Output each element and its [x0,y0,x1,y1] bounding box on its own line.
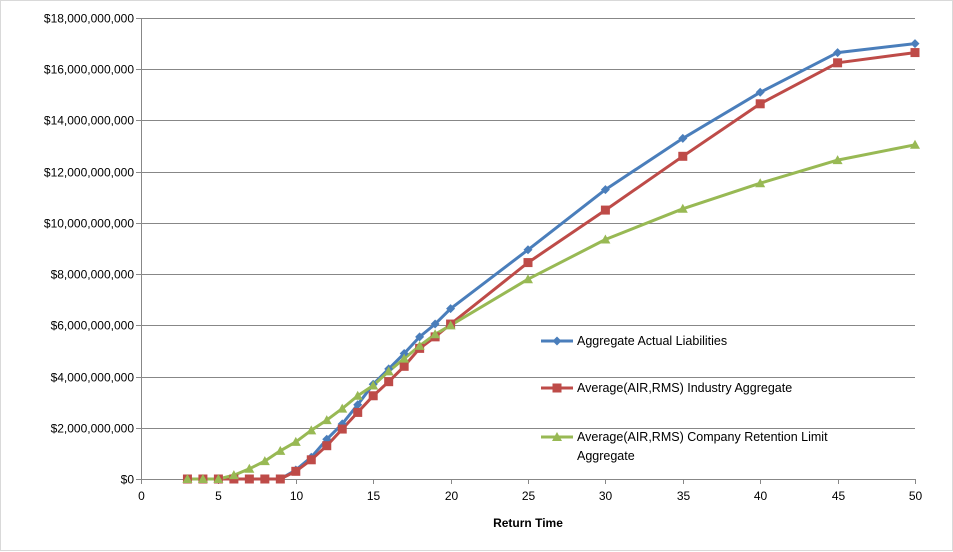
square-point [244,474,254,484]
triangle-point [383,366,394,376]
square-point [384,377,394,387]
square-point [368,391,378,401]
legend-diamond-marker [552,336,562,346]
y-tick-label: $16,000,000,000 [44,63,134,77]
square-point [678,151,688,161]
square-point [322,441,332,451]
legend: Aggregate Actual Liabilities Average(AIR… [541,334,828,463]
x-tick-label: 5 [215,489,222,503]
triangle-point [352,390,363,400]
tick-labels: $0 $2,000,000,000 $4,000,000,000 $6,000,000… [44,12,923,504]
triangle-point [228,470,239,480]
x-tick-label: 20 [445,489,459,503]
x-tick-label: 0 [138,489,145,503]
x-axis-title: Return Time [493,516,563,530]
diamond-point [415,332,425,342]
square-point [337,424,347,434]
square-point [260,474,270,484]
triangle-point [213,474,224,483]
legend-triangle-marker [552,432,562,441]
diamond-point [523,245,533,255]
diamond-point [399,349,409,359]
series-line-1 [187,42,916,481]
triangle-point [832,155,843,165]
diamond-point [833,48,843,58]
legend-square-marker [552,383,562,393]
diamond-point [446,304,456,314]
triangle-point [755,178,766,188]
triangle-point [275,445,286,455]
triangle-point [306,425,317,435]
triangle-point [677,203,688,213]
x-tick-label: 30 [599,489,613,503]
diamond-point [910,39,920,49]
x-tick-label: 10 [290,489,304,503]
triangle-point [368,380,379,390]
square-point [833,58,843,68]
y-tick-label: $6,000,000,000 [51,319,135,333]
x-tick-label: 15 [367,489,381,503]
triangle-point [259,456,270,466]
triangle-point [290,436,301,446]
legend-item-industry-aggregate: Average(AIR,RMS) Industry Aggregate [541,381,792,395]
square-point [291,466,301,476]
y-tick-label: $12,000,000,000 [44,166,134,180]
x-tick-label: 40 [754,489,768,503]
legend-item-retention-limit: Average(AIR,RMS) Company Retention Limit… [541,430,828,463]
diamond-point [755,87,765,97]
diamond-point [678,133,688,143]
y-tick-label: $2,000,000,000 [51,422,135,436]
diamond-point [353,400,363,410]
triangle-point [430,329,441,339]
x-tick-label: 45 [832,489,846,503]
diamond-point [430,319,440,329]
diamond-point [600,185,610,195]
triangle-point [414,340,425,350]
y-tick-label: $10,000,000,000 [44,217,134,231]
y-tick-label: $14,000,000,000 [44,114,134,128]
triangle-point [321,415,332,425]
y-tick-label: $18,000,000,000 [44,12,134,26]
triangle-point [197,474,208,483]
legend-label-continued: Aggregate [577,449,635,463]
square-point [399,361,409,371]
y-tick-label: $8,000,000,000 [51,268,135,282]
square-point [275,474,285,484]
triangle-point [337,403,348,413]
x-tick-label: 25 [522,489,536,503]
x-tick-label: 50 [909,489,923,503]
legend-item-actual-liabilities: Aggregate Actual Liabilities [541,334,727,348]
square-point [306,455,316,465]
triangle-point [244,463,255,473]
legend-label: Average(AIR,RMS) Industry Aggregate [577,381,792,395]
legend-label: Average(AIR,RMS) Company Retention Limit [577,430,828,444]
triangle-point [182,474,193,483]
square-point [523,258,533,268]
y-tick-label: $4,000,000,000 [51,371,135,385]
x-tick-label: 35 [677,489,691,503]
triangle-point [399,353,410,363]
square-point [755,99,765,109]
triangle-point [523,274,533,284]
series-markers [182,39,920,484]
triangle-point [910,139,920,149]
legend-label: Aggregate Actual Liabilities [577,334,727,348]
y-tick-label: $0 [121,473,135,487]
triangle-point [445,320,456,330]
triangle-point [600,234,611,244]
square-point [600,205,610,215]
square-point [353,407,363,417]
series-lines [187,42,916,481]
gridlines [141,18,915,429]
square-point [910,48,920,58]
